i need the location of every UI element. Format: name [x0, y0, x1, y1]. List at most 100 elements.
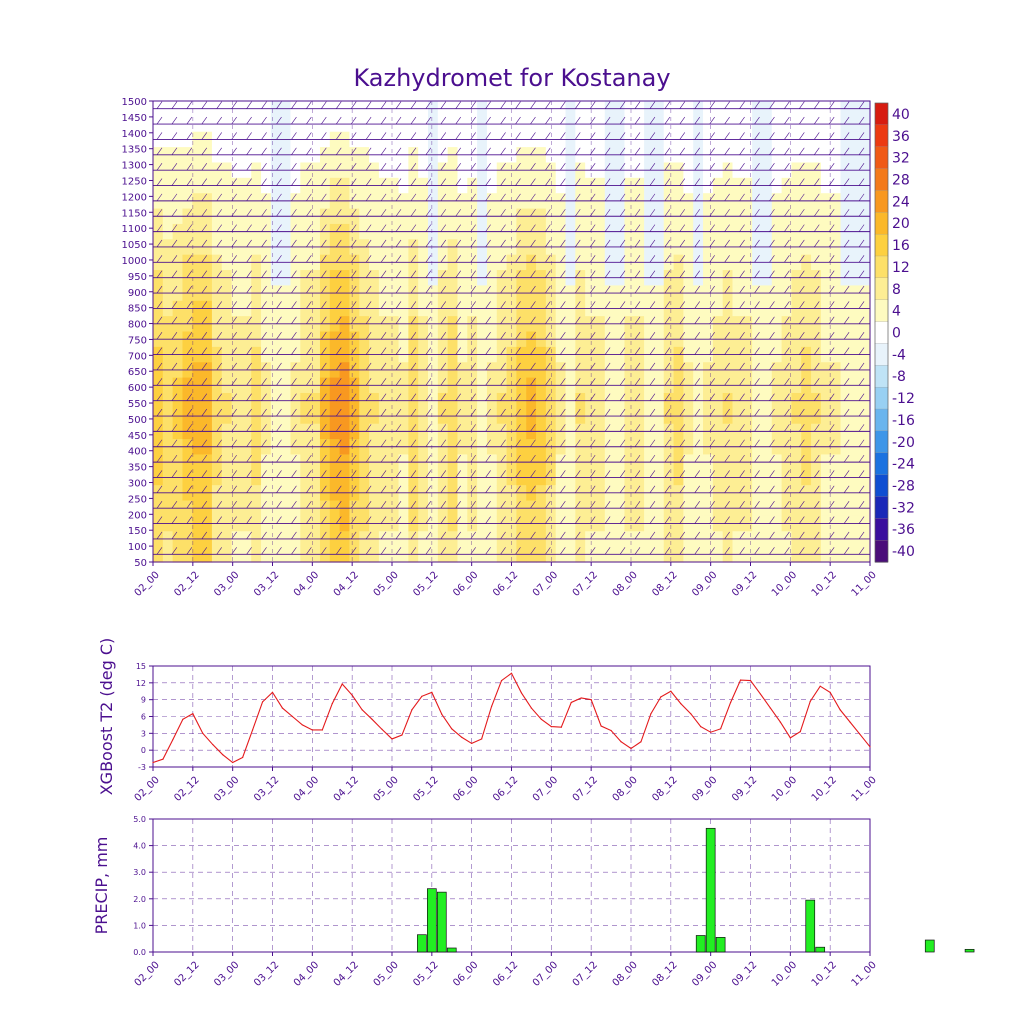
wind-barb: [231, 470, 237, 478]
wind-barb: [724, 224, 730, 232]
wind-barb: [858, 378, 865, 386]
wind-barb: [634, 162, 641, 171]
wind-barb: [410, 547, 417, 555]
wind-barb: [560, 531, 566, 540]
wind-barb: [619, 132, 626, 140]
t2-point: [690, 713, 692, 715]
wind-barb: [350, 301, 357, 309]
t2-point: [620, 741, 622, 743]
wind-barb: [276, 531, 282, 540]
wind-barb: [261, 132, 267, 140]
wind-barb: [724, 485, 730, 494]
heat-xtick-label: 03_00: [212, 570, 241, 599]
heat-xtick-label: 08_12: [650, 570, 679, 599]
wind-barb: [321, 362, 327, 371]
wind-barb: [814, 501, 820, 509]
wind-barb: [306, 470, 312, 478]
wind-barb: [515, 378, 521, 386]
wind-barb: [604, 132, 611, 140]
wind-barb: [380, 424, 387, 432]
wind-barb: [739, 516, 745, 524]
wind-barb: [515, 485, 521, 494]
wind-barb: [410, 101, 417, 109]
wind-barb: [261, 239, 267, 248]
wind-barb: [171, 393, 178, 401]
wind-barb: [575, 393, 581, 401]
precip-ytick-label: 4.0: [133, 842, 146, 851]
wind-barb: [201, 362, 208, 371]
wind-barb: [724, 101, 730, 109]
wind-barb: [649, 116, 656, 125]
t2-ytick-label: -3: [138, 763, 146, 772]
wind-barb: [769, 501, 775, 509]
t2-ytick-label: 12: [136, 679, 146, 688]
wind-barb: [171, 516, 178, 524]
wind-barb: [545, 470, 551, 478]
wind-barb: [545, 255, 551, 263]
wind-barb: [694, 347, 700, 355]
wind-barb: [321, 424, 327, 432]
wind-barb: [380, 270, 387, 278]
wind-barb: [664, 116, 671, 125]
wind-barb: [440, 301, 447, 309]
colorbar-swatch: [874, 146, 889, 170]
wind-barb: [321, 393, 327, 401]
wind-barb: [843, 347, 850, 355]
wind-barb: [201, 116, 208, 125]
precip-bar: [436, 891, 447, 953]
wind-barb: [365, 132, 372, 140]
wind-barb: [246, 408, 252, 417]
wind-barb: [246, 501, 252, 509]
wind-barb: [754, 439, 760, 447]
wind-barb: [291, 147, 297, 155]
wind-barb: [171, 239, 178, 248]
wind-barb: [156, 270, 163, 278]
wind-barb: [739, 285, 745, 294]
wind-barb: [425, 285, 432, 294]
wind-barb: [709, 116, 715, 125]
wind-barb: [216, 116, 222, 125]
wind-barb: [455, 501, 461, 509]
wind-barb: [828, 285, 835, 294]
wind-barb: [276, 285, 282, 294]
wind-barb: [560, 454, 566, 463]
wind-barb: [276, 209, 282, 217]
wind-barb: [350, 132, 357, 140]
wind-barb: [276, 255, 282, 263]
wind-barb: [186, 408, 193, 417]
precip-xtick-label: 05_00: [372, 960, 401, 989]
wind-barb: [604, 531, 611, 540]
wind-barb: [291, 116, 297, 125]
wind-barb: [649, 531, 656, 540]
wind-barb: [470, 332, 476, 340]
wind-barb: [336, 162, 342, 171]
wind-barb: [201, 501, 208, 509]
precip-xtick-label: 04_00: [292, 960, 321, 989]
wind-barb: [545, 531, 551, 540]
wind-barb: [828, 454, 835, 463]
wind-barb: [470, 347, 476, 355]
wind-barb: [261, 378, 267, 386]
wind-barb: [291, 101, 297, 109]
wind-barb: [336, 101, 342, 109]
wind-barb: [575, 516, 581, 524]
wind-barb: [156, 378, 163, 386]
wind-barb: [216, 162, 222, 171]
wind-barb: [186, 424, 193, 432]
wind-barb: [679, 132, 686, 140]
wind-barb: [858, 132, 865, 140]
wind-barb: [336, 193, 342, 202]
wind-barb: [649, 316, 656, 324]
wind-barb: [246, 255, 252, 263]
wind-barb: [485, 239, 491, 248]
wind-barb: [575, 485, 581, 494]
wind-barb: [649, 224, 656, 232]
wind-barb: [171, 501, 178, 509]
wind-barb: [799, 408, 805, 417]
wind-barb: [784, 516, 790, 524]
t2-point: [251, 729, 254, 731]
wind-barb: [425, 132, 432, 140]
heat-xtick-label: 09_00: [690, 570, 719, 599]
wind-barb: [380, 193, 387, 202]
t2-xtick-label: 06_12: [491, 775, 520, 804]
